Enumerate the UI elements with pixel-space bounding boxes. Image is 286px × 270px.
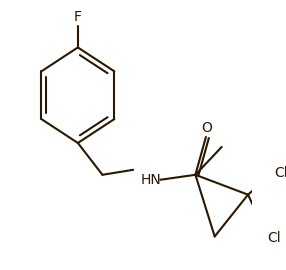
Text: Cl: Cl [267,231,281,245]
Text: O: O [201,121,212,135]
Text: F: F [74,10,82,23]
Text: Cl: Cl [274,166,286,180]
Text: HN: HN [140,173,161,187]
